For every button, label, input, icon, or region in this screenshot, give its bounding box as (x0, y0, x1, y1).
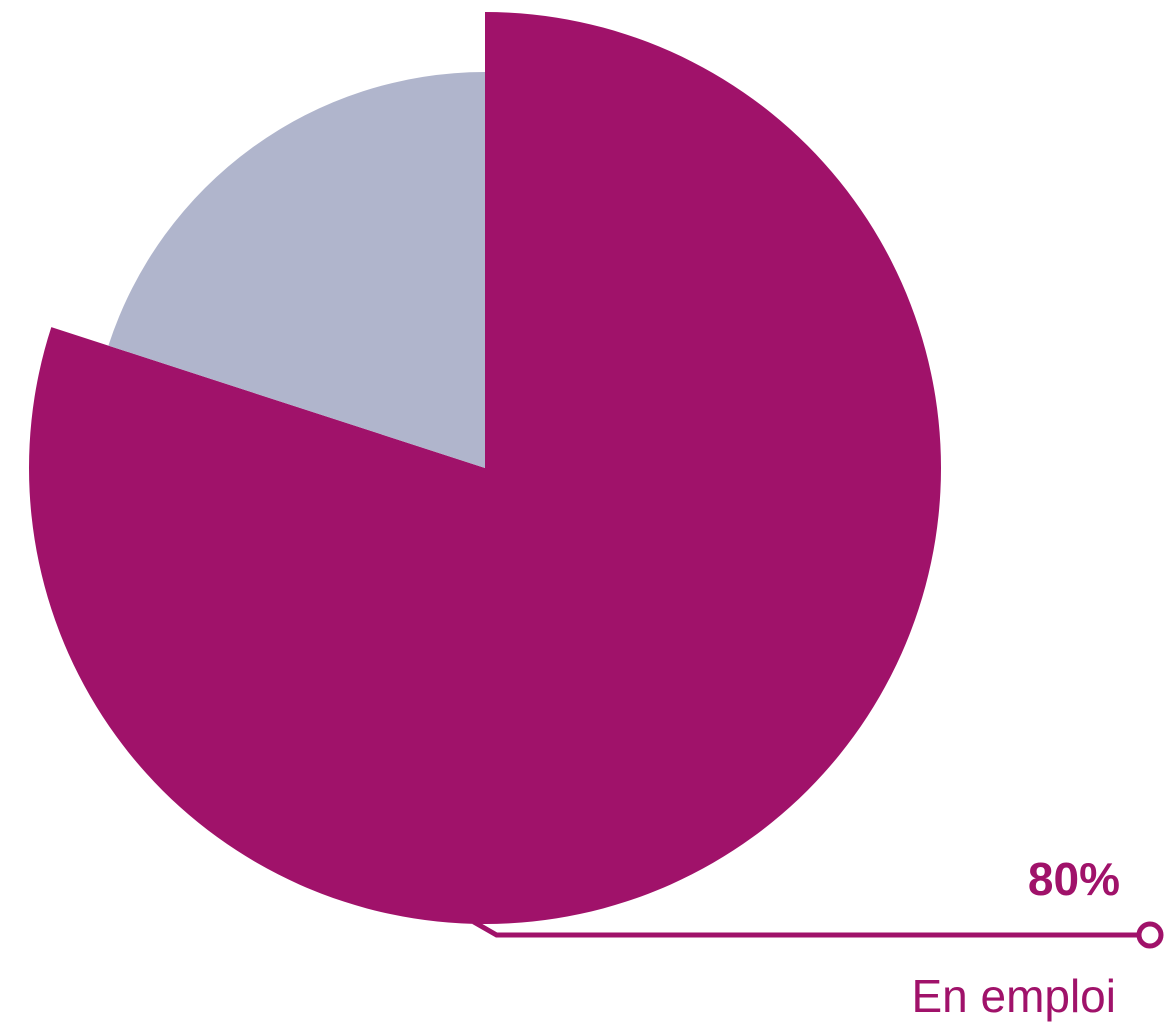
value-label: 80% (1028, 853, 1120, 905)
pie-slice (29, 12, 942, 925)
leader-dot (1136, 921, 1164, 949)
leader-line (472, 919, 1139, 938)
category-label: En emploi (911, 970, 1116, 1022)
pie-slice (108, 72, 485, 468)
